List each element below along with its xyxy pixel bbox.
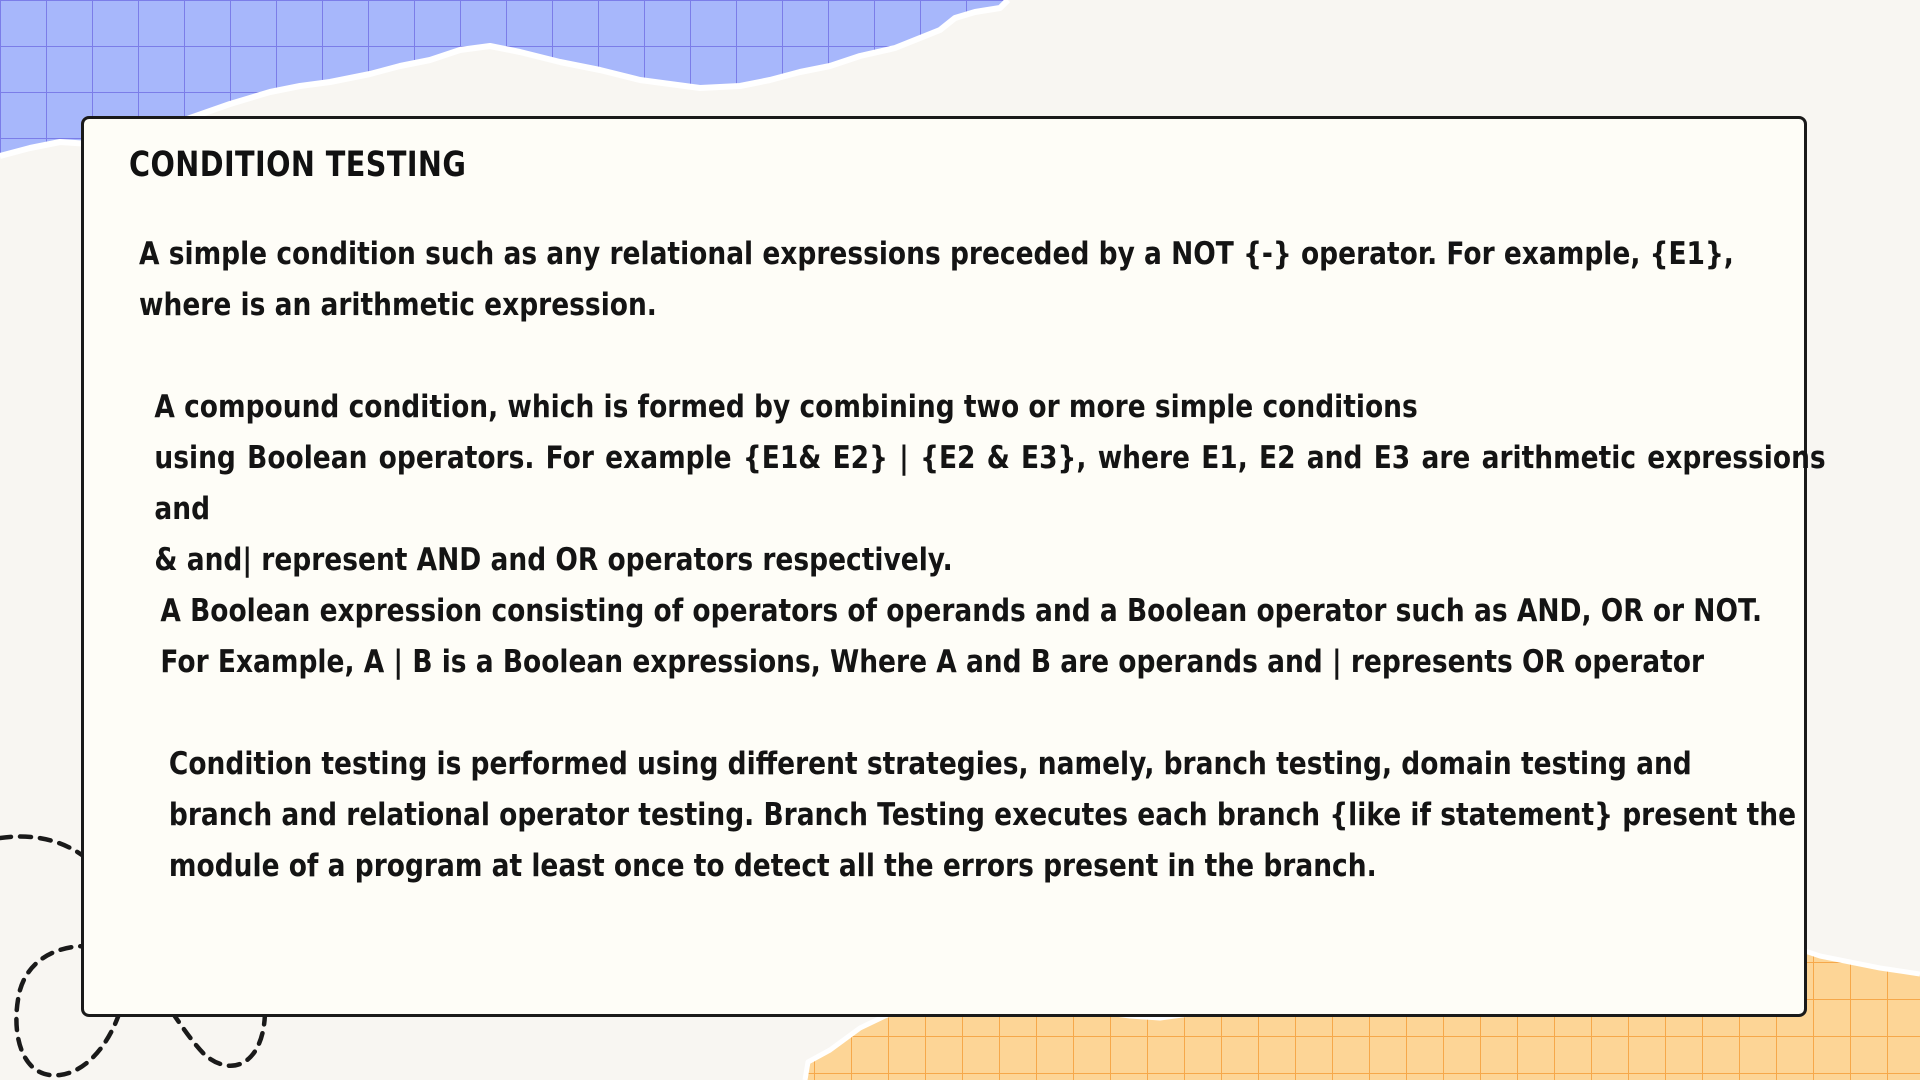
paragraph-line: Condition testing is performed using dif… bbox=[168, 746, 1692, 782]
dashed-arrow-doodle bbox=[0, 834, 268, 1078]
paragraph-boolean-expression: A Boolean expression consisting of opera… bbox=[110, 586, 1832, 688]
paragraph-line: A simple condition such as any relationa… bbox=[139, 236, 1734, 272]
paragraph-line: A compound condition, which is formed by… bbox=[154, 389, 1418, 425]
paragraph-line: using Boolean operators. For example {E1… bbox=[154, 440, 1826, 527]
paragraph-line: A Boolean expression consisting of opera… bbox=[160, 593, 1763, 629]
paragraph-line: module of a program at least once to det… bbox=[168, 848, 1377, 884]
paragraph-line: branch and relational operator testing. … bbox=[168, 797, 1797, 833]
paragraph-condition-testing-strategies: Condition testing is performed using dif… bbox=[110, 739, 1840, 892]
paragraph-line: For Example, A | B is a Boolean expressi… bbox=[160, 644, 1705, 680]
slide-title: CONDITION TESTING bbox=[129, 145, 467, 185]
paragraph-simple-condition: A simple condition such as any relationa… bbox=[110, 229, 1810, 331]
paragraph-line: & and| represent AND and OR operators re… bbox=[154, 542, 953, 578]
content-card: CONDITION TESTING A simple condition suc… bbox=[81, 116, 1826, 1017]
paragraph-compound-condition: A compound condition, which is formed by… bbox=[110, 382, 1826, 586]
paragraph-line: where is an arithmetic expression. bbox=[139, 287, 657, 323]
